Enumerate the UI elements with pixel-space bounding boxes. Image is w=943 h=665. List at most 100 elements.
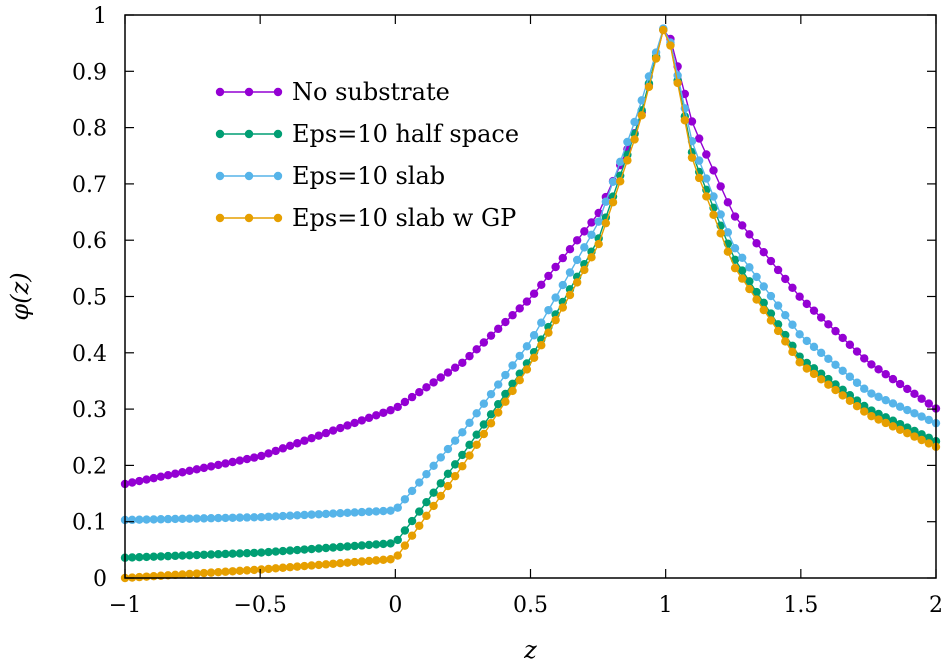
series-line bbox=[124, 28, 937, 579]
data-point bbox=[400, 526, 410, 535]
data-point bbox=[759, 247, 768, 257]
data-point bbox=[465, 418, 474, 428]
legend-entry: Eps=10 slab w GP bbox=[215, 204, 516, 232]
data-point bbox=[178, 570, 187, 579]
legend-marker bbox=[244, 129, 254, 139]
data-point bbox=[285, 546, 295, 555]
data-point bbox=[314, 510, 323, 519]
data-point bbox=[572, 278, 582, 287]
data-point bbox=[350, 557, 359, 567]
data-point bbox=[472, 345, 481, 354]
x-tick-label: −1 bbox=[109, 593, 141, 618]
data-point bbox=[192, 569, 201, 578]
data-point bbox=[738, 253, 747, 262]
data-point bbox=[458, 462, 467, 471]
data-point bbox=[888, 374, 898, 384]
x-tick-label: 0.5 bbox=[513, 593, 548, 618]
data-point bbox=[824, 320, 833, 329]
data-point bbox=[228, 567, 237, 576]
y-tick-label: 0.9 bbox=[72, 60, 107, 85]
data-point bbox=[393, 551, 402, 560]
data-point bbox=[328, 559, 338, 568]
data-point bbox=[350, 541, 359, 551]
data-point bbox=[142, 475, 151, 484]
data-point bbox=[809, 306, 819, 315]
data-point bbox=[379, 408, 388, 417]
legend-marker bbox=[215, 213, 225, 223]
legend-entry: Eps=10 slab bbox=[215, 162, 445, 190]
data-point bbox=[300, 545, 309, 554]
data-point bbox=[249, 548, 259, 558]
data-point bbox=[371, 507, 381, 516]
data-point bbox=[881, 395, 890, 405]
data-point bbox=[228, 457, 237, 467]
data-point bbox=[745, 230, 754, 239]
data-point bbox=[630, 135, 639, 144]
data-point bbox=[716, 182, 725, 191]
data-point bbox=[852, 378, 862, 387]
data-point bbox=[537, 318, 546, 327]
data-point bbox=[249, 565, 259, 575]
data-point bbox=[163, 514, 173, 524]
data-point bbox=[221, 513, 230, 523]
data-point bbox=[364, 507, 374, 516]
data-point bbox=[824, 380, 833, 389]
data-point bbox=[486, 419, 496, 428]
data-point bbox=[745, 277, 754, 286]
data-point bbox=[206, 514, 216, 523]
series-layer bbox=[120, 24, 941, 583]
data-point bbox=[221, 567, 230, 576]
data-point bbox=[680, 116, 690, 125]
data-point bbox=[415, 521, 424, 530]
data-point bbox=[666, 41, 675, 50]
y-tick-label: 0.2 bbox=[72, 454, 107, 479]
data-point bbox=[587, 218, 596, 227]
data-point bbox=[888, 399, 898, 408]
data-point bbox=[580, 243, 589, 252]
ticks-layer: −1 −0.5 0 0.5 1 1.5 2 0 0.1 0.2 0.3 0.4 0.5 0.6 0.7 0.8… bbox=[72, 4, 943, 618]
data-point bbox=[659, 25, 668, 35]
data-point bbox=[221, 549, 230, 559]
data-point bbox=[199, 463, 209, 473]
data-point bbox=[766, 309, 776, 318]
data-point bbox=[142, 515, 151, 524]
data-point bbox=[831, 326, 840, 336]
data-point bbox=[171, 551, 180, 561]
data-point bbox=[257, 451, 266, 461]
data-point bbox=[156, 515, 166, 524]
data-point bbox=[745, 263, 754, 272]
data-point bbox=[486, 331, 496, 340]
data-point bbox=[450, 363, 460, 372]
data-point bbox=[888, 422, 898, 431]
data-point bbox=[314, 544, 323, 553]
data-point bbox=[278, 511, 288, 521]
data-point bbox=[558, 280, 567, 290]
legend-marker bbox=[273, 87, 283, 97]
data-point bbox=[831, 385, 840, 395]
data-point bbox=[336, 508, 345, 518]
y-tick-label: 1 bbox=[93, 4, 107, 29]
data-point bbox=[895, 402, 905, 411]
data-point bbox=[257, 548, 266, 557]
series-line bbox=[124, 26, 937, 521]
data-point bbox=[730, 263, 740, 273]
data-point bbox=[436, 479, 445, 488]
legend-marker bbox=[215, 129, 225, 139]
data-point bbox=[436, 453, 445, 462]
data-point bbox=[773, 326, 783, 336]
data-point bbox=[709, 192, 718, 201]
data-point bbox=[781, 274, 790, 284]
data-point bbox=[565, 290, 575, 300]
data-point bbox=[515, 369, 524, 378]
data-point bbox=[508, 379, 517, 389]
data-point bbox=[860, 354, 869, 363]
data-point bbox=[343, 421, 352, 430]
x-tick-label: 2 bbox=[929, 593, 943, 618]
data-point bbox=[694, 173, 704, 183]
data-point bbox=[127, 553, 137, 562]
data-point bbox=[601, 197, 611, 206]
data-point bbox=[494, 399, 503, 409]
data-point bbox=[515, 351, 524, 361]
legend-marker bbox=[244, 171, 254, 181]
data-point bbox=[214, 460, 223, 470]
